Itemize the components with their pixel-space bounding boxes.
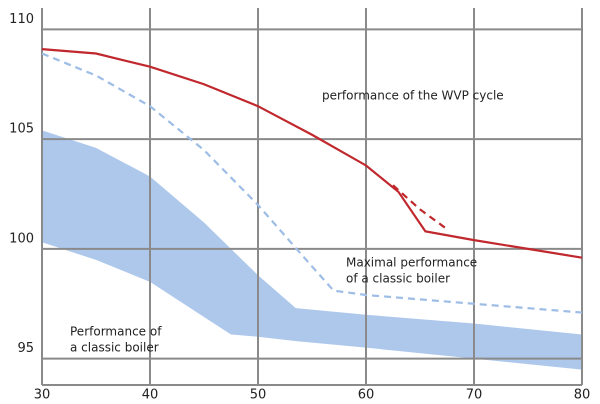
x-tick-label: 80 [574, 388, 591, 401]
line [41, 48, 583, 259]
y-tick-label: 100 [9, 231, 34, 246]
annotation: Performance of [70, 325, 162, 339]
x-tick-label: 40 [142, 388, 159, 401]
annotation: Maximal performance [346, 256, 477, 270]
y-tick-label: 95 [17, 341, 34, 356]
y-tick-label: 111.11 [0, 0, 34, 3]
x-tick-label: 30 [34, 388, 51, 401]
annotation: a classic boiler [70, 341, 159, 355]
y-tick-label: 110 [9, 12, 34, 27]
annotation: of a classic boiler [346, 272, 450, 286]
x-tick-label: 50 [250, 388, 267, 401]
annotation: performance of the WVP cycle [322, 89, 504, 103]
x-tick-label: 70 [466, 388, 483, 401]
line [41, 52, 583, 314]
line [392, 184, 448, 231]
x-tick-label: 60 [358, 388, 375, 401]
y-tick-label: 105 [9, 122, 34, 137]
